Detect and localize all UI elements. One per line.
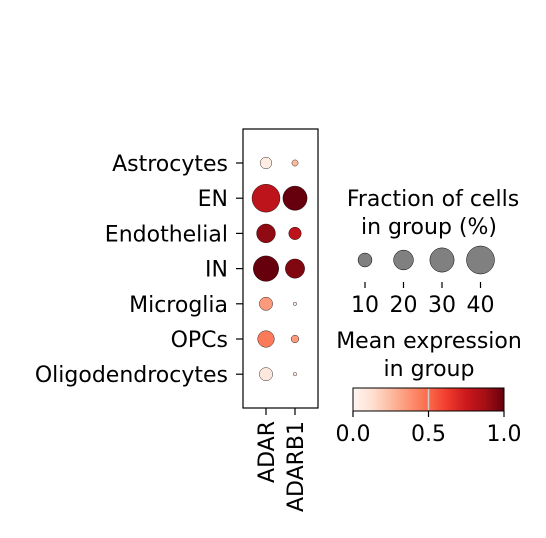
- dot: [293, 301, 297, 306]
- size-legend-title-line1: Fraction of cells: [347, 187, 519, 212]
- dot: [251, 183, 281, 213]
- dot: [259, 296, 273, 311]
- size-legend-label: 30: [428, 293, 456, 318]
- size-legend-dot: [357, 252, 373, 268]
- dot: [259, 156, 273, 170]
- y-tick-label: Microglia: [129, 293, 228, 318]
- dot: [288, 226, 302, 240]
- dots: [251, 156, 308, 382]
- dot: [259, 367, 273, 382]
- size-legend-dot: [429, 247, 455, 273]
- dot: [257, 330, 275, 348]
- size-legend-label: 40: [467, 293, 495, 318]
- colorbar-ticks: 0.0 0.5 1.0: [336, 389, 522, 447]
- colorbar-tick-label: 0.0: [336, 422, 371, 447]
- dot: [282, 185, 308, 211]
- dot: [290, 334, 300, 344]
- x-axis: ADAR ADARB1: [255, 408, 309, 512]
- size-legend-title-line2: in group (%): [361, 215, 497, 240]
- size-legend-dot: [466, 245, 495, 275]
- y-tick-label: OPCs: [171, 328, 228, 353]
- y-tick-label: Endothelial: [105, 222, 228, 247]
- x-tick-label: ADAR: [255, 421, 280, 483]
- colorbar-tick-label: 0.5: [411, 422, 446, 447]
- dot: [291, 159, 299, 167]
- dot: [256, 223, 276, 243]
- y-tick-label: Oligodendrocytes: [35, 363, 228, 388]
- size-legend-label: 20: [390, 293, 418, 318]
- size-legend-items: 10 20 30 40: [351, 245, 495, 318]
- y-tick-label: IN: [205, 258, 228, 283]
- size-legend-dot: [393, 249, 414, 271]
- x-tick-label: ADARB1: [284, 421, 309, 512]
- dot: [285, 258, 305, 279]
- size-legend-label: 10: [351, 293, 379, 318]
- y-tick-label: EN: [198, 187, 228, 212]
- colorbar-tick-label: 1.0: [487, 422, 522, 447]
- size-legend: Fraction of cells in group (%) 10 20 30 40: [347, 187, 519, 318]
- y-axis: Astrocytes EN Endothelial IN Microglia OPCs Ol…: [35, 152, 243, 388]
- dot: [293, 372, 297, 377]
- y-tick-label: Astrocytes: [112, 152, 228, 177]
- dot: [253, 255, 279, 282]
- color-legend-title-line2: in group: [384, 357, 475, 382]
- color-legend: Mean expression in group 0.0 0.5 1.0: [336, 329, 522, 447]
- color-legend-title-line1: Mean expression: [336, 329, 522, 354]
